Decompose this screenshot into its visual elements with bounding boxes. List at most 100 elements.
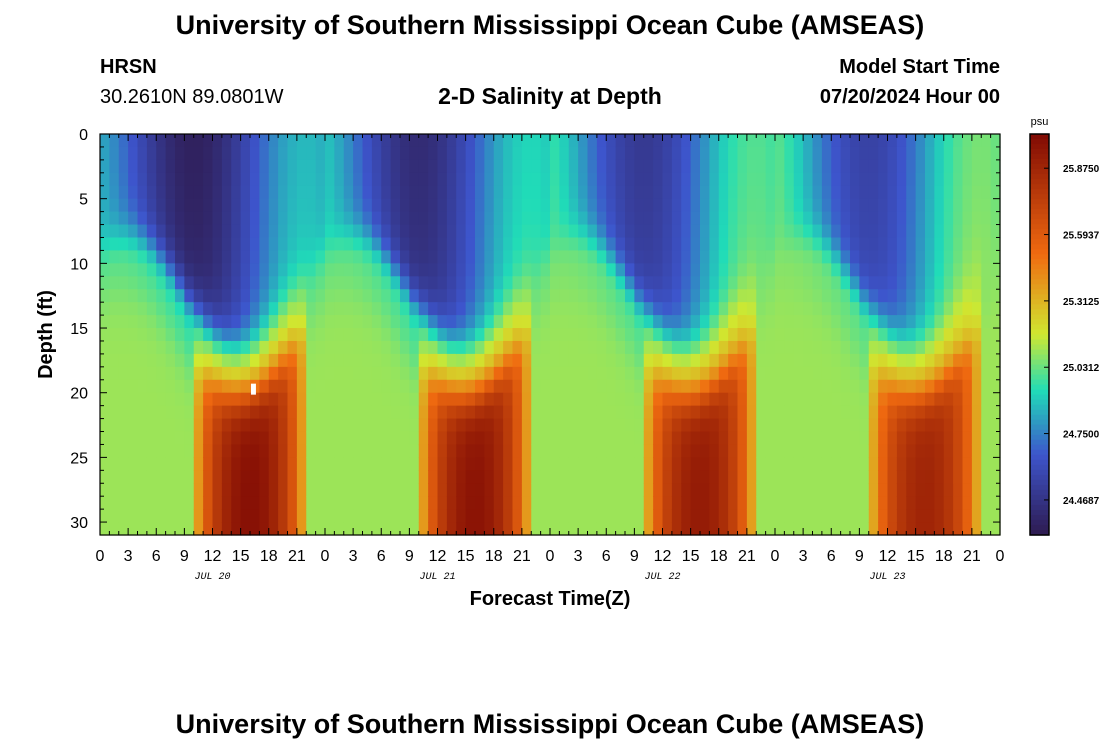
heatmap-cell	[146, 405, 157, 420]
heatmap-cell	[221, 431, 232, 446]
heatmap-cell	[437, 185, 448, 200]
heatmap-cell	[240, 159, 251, 174]
heatmap-cell	[756, 418, 767, 433]
heatmap-cell	[193, 198, 204, 213]
heatmap-cell	[831, 198, 842, 213]
heatmap-cell	[203, 405, 214, 420]
heatmap-cell	[831, 444, 842, 458]
heatmap-cell	[887, 237, 898, 252]
heatmap-cell	[793, 431, 804, 446]
heatmap-cell	[878, 340, 889, 355]
heatmap-cell	[681, 418, 692, 433]
heatmap-cell	[409, 146, 420, 161]
heatmap-cell	[540, 392, 551, 407]
heatmap-cell	[728, 289, 739, 303]
heatmap-cell	[831, 315, 842, 329]
heatmap-cell	[503, 328, 514, 342]
heatmap-cell	[390, 457, 401, 471]
colorbar-tick-label: 24.4687	[1063, 496, 1100, 507]
heatmap-cell	[821, 483, 832, 497]
heatmap-cell	[831, 366, 842, 381]
heatmap-cell	[306, 457, 317, 471]
heatmap-cell	[653, 470, 664, 484]
heatmap-cell	[456, 224, 467, 239]
heatmap-cell	[409, 431, 420, 446]
heatmap-cell	[418, 522, 429, 536]
heatmap-cell	[671, 328, 682, 342]
heatmap-cell	[418, 496, 429, 510]
heatmap-cell	[662, 431, 673, 446]
heatmap-cell	[503, 172, 514, 187]
heatmap-cell	[643, 224, 654, 239]
heatmap-cell	[925, 405, 935, 420]
heatmap-cell	[362, 418, 373, 433]
heatmap-cell	[390, 431, 401, 446]
heatmap-cell	[231, 340, 242, 355]
heatmap-cell	[643, 405, 654, 420]
heatmap-cell	[615, 353, 626, 368]
heatmap-cell	[971, 470, 982, 484]
heatmap-cell	[512, 379, 523, 394]
heatmap-cell	[971, 134, 982, 148]
heatmap-cell	[990, 250, 1001, 264]
heatmap-cell	[465, 522, 476, 536]
y-tick-label: 0	[79, 127, 88, 144]
heatmap-cell	[681, 198, 692, 213]
heatmap-cell	[250, 146, 260, 161]
heatmap-cell	[587, 457, 598, 471]
heatmap-cell	[868, 159, 879, 174]
heatmap-cell	[503, 353, 514, 368]
heatmap-cell	[390, 315, 401, 329]
heatmap-cell	[812, 392, 823, 407]
heatmap-cell	[606, 146, 617, 161]
heatmap-cell	[503, 522, 514, 536]
heatmap-cell	[212, 198, 223, 213]
heatmap-cell	[559, 444, 570, 458]
heatmap-cell	[756, 185, 767, 200]
heatmap-cell	[812, 340, 823, 355]
heatmap-cell	[625, 224, 635, 239]
heatmap-cell	[625, 237, 635, 252]
heatmap-cell	[456, 211, 467, 226]
heatmap-cell	[109, 366, 120, 381]
heatmap-cell	[437, 159, 448, 174]
heatmap-cell	[475, 276, 485, 290]
heatmap-cell	[700, 302, 710, 316]
heatmap-cell	[915, 405, 926, 420]
heatmap-cell	[568, 328, 579, 342]
heatmap-cell	[662, 392, 673, 407]
heatmap-cell	[325, 379, 335, 394]
heatmap-cell	[250, 289, 260, 303]
heatmap-cell	[118, 198, 129, 213]
heatmap-cell	[737, 302, 748, 316]
heatmap-cell	[784, 237, 795, 252]
heatmap-cell	[165, 134, 176, 148]
heatmap-cell	[484, 134, 495, 148]
heatmap-cell	[400, 185, 410, 200]
heatmap-cell	[596, 315, 607, 329]
heatmap-cell	[278, 483, 289, 497]
heatmap-cell	[550, 134, 560, 148]
heatmap-cell	[934, 134, 945, 148]
heatmap-cell	[765, 224, 776, 239]
heatmap-cell	[831, 263, 842, 277]
heatmap-cell	[915, 159, 926, 174]
colorbar-segment	[1030, 214, 1049, 220]
heatmap-cell	[306, 263, 317, 277]
heatmap-cell	[643, 250, 654, 264]
heatmap-cell	[493, 496, 504, 510]
heatmap-cell	[653, 250, 664, 264]
heatmap-cell	[906, 315, 917, 329]
heatmap-cell	[343, 315, 354, 329]
heatmap-cell	[784, 509, 795, 523]
heatmap-cell	[446, 405, 457, 420]
heatmap-cell	[559, 431, 570, 446]
heatmap-cell	[953, 250, 964, 264]
heatmap-cell	[784, 340, 795, 355]
heatmap-cell	[728, 276, 739, 290]
heatmap-cell	[550, 496, 560, 510]
heatmap-cell	[803, 405, 814, 420]
x-day-label: JUL 21	[419, 572, 455, 583]
heatmap-cell	[128, 418, 139, 433]
heatmap-cell	[915, 211, 926, 226]
